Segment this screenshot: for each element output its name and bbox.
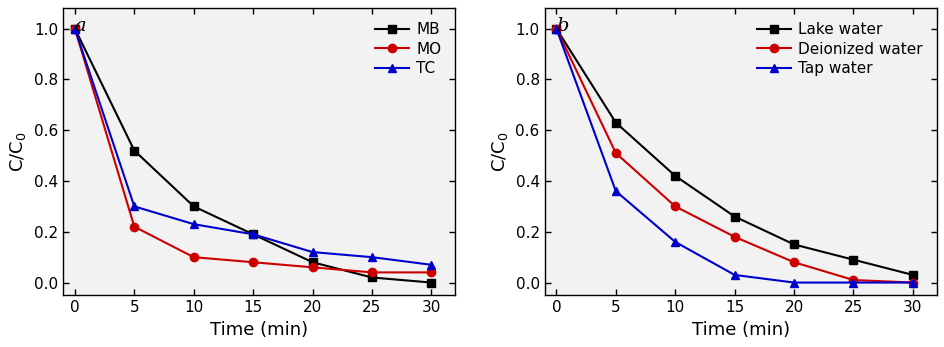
Line: Tap water: Tap water [551,25,916,287]
Lake water [610,120,621,125]
TC [366,255,378,259]
TC [425,263,436,267]
MB [307,260,318,264]
MB [69,27,80,31]
Line: MB: MB [71,25,435,287]
Tap water [550,27,562,31]
MB [128,149,140,153]
MO [69,27,80,31]
Tap water [728,273,739,277]
TC [128,204,140,209]
MO [188,255,199,259]
TC [69,27,80,31]
MO [128,225,140,229]
TC [188,222,199,226]
Lake water [906,273,918,277]
Y-axis label: $\mathregular{C/C_0}$: $\mathregular{C/C_0}$ [489,132,510,172]
Legend: Lake water, Deionized water, Tap water: Lake water, Deionized water, Tap water [750,16,928,82]
Legend: MB, MO, TC: MB, MO, TC [368,16,447,82]
Deionized water [906,280,918,285]
Line: MO: MO [71,25,435,277]
Lake water [669,174,681,178]
TC [307,250,318,254]
X-axis label: Time (min): Time (min) [691,321,789,339]
Text: b: b [556,17,568,35]
Lake water [550,27,562,31]
MO [247,260,259,264]
Deionized water [550,27,562,31]
Lake water [728,214,739,219]
X-axis label: Time (min): Time (min) [210,321,308,339]
Tap water [847,280,858,285]
MB [188,204,199,209]
Lake water [787,243,799,247]
MO [307,265,318,269]
Text: a: a [75,17,86,35]
Line: Lake water: Lake water [551,25,916,279]
MO [425,270,436,274]
TC [247,232,259,236]
Line: Deionized water: Deionized water [551,25,916,287]
Lake water [847,257,858,262]
Tap water [669,240,681,244]
Tap water [906,280,918,285]
MB [366,276,378,280]
Deionized water [847,278,858,282]
MB [425,280,436,285]
Line: TC: TC [71,25,435,269]
Deionized water [728,235,739,239]
Tap water [787,280,799,285]
MB [247,232,259,236]
Tap water [610,189,621,193]
Y-axis label: $\mathregular{C/C_0}$: $\mathregular{C/C_0}$ [8,132,28,172]
MO [366,270,378,274]
Deionized water [669,204,681,209]
Deionized water [610,151,621,155]
Deionized water [787,260,799,264]
